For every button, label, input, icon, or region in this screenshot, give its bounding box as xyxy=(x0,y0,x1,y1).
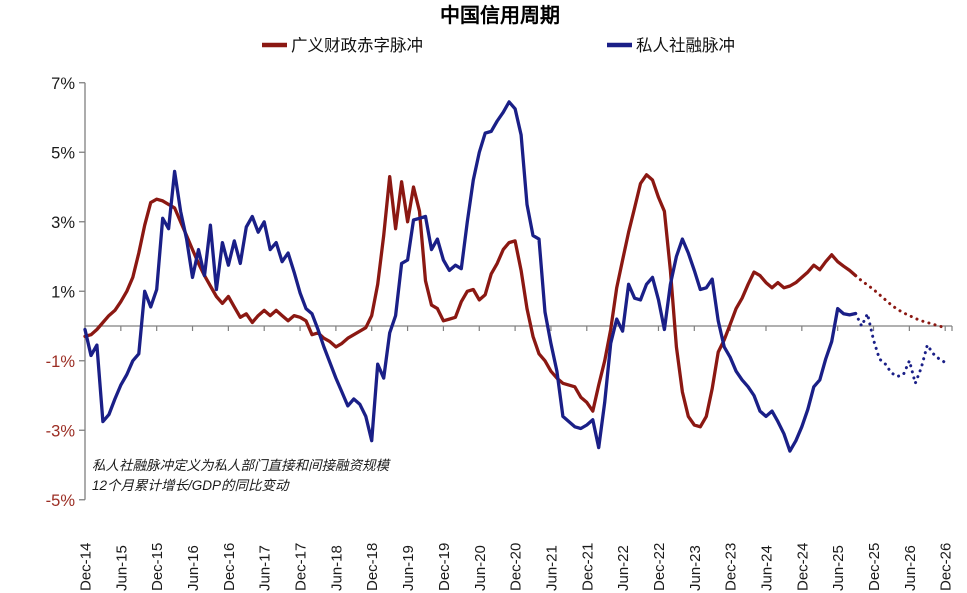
x-axis-tick-label: Jun-16 xyxy=(185,545,202,591)
series-layer xyxy=(83,100,947,453)
legend-label-fiscal: 广义财政赤字脉冲 xyxy=(291,36,423,55)
chart-footnote-line-2: 12个月累计增长/GDP的同比变动 xyxy=(92,478,290,493)
x-axis-tick-label: Jun-23 xyxy=(687,545,704,591)
series-line-private xyxy=(83,100,858,453)
x-axis-tick-label: Jun-15 xyxy=(113,545,130,591)
x-axis-tick-label: Dec-25 xyxy=(866,543,883,591)
x-axis-tick-label: Jun-21 xyxy=(543,545,560,591)
x-axis-tick-label: Dec-23 xyxy=(723,543,740,591)
chart-footnote-line-1: 私人社融脉冲定义为私人部门直接和间接融资规模 xyxy=(92,458,391,473)
x-axis-tick-label: Dec-26 xyxy=(938,543,955,591)
chart-legend: 广义财政赤字脉冲 私人社融脉冲 xyxy=(262,36,735,55)
legend-label-private: 私人社融脉冲 xyxy=(636,36,735,55)
x-axis-tick-label: Dec-20 xyxy=(508,543,525,591)
y-axis-tick-label: -5% xyxy=(46,492,76,510)
x-axis-tick-label: Jun-20 xyxy=(472,545,489,591)
x-axis-tick-label: Dec-24 xyxy=(794,543,811,591)
x-axis-tick-label: Dec-16 xyxy=(221,543,238,591)
x-axis-tick-label: Jun-24 xyxy=(758,545,775,591)
x-axis-tick-label: Dec-22 xyxy=(651,543,668,591)
y-axis-tick-label: 7% xyxy=(51,75,75,93)
y-axis-tick-label: 1% xyxy=(51,283,75,301)
x-axis-tick-label: Dec-17 xyxy=(293,543,310,591)
series-forecast-dotted-private xyxy=(854,312,947,385)
x-axis-tick-label: Dec-14 xyxy=(78,543,95,591)
x-axis-tick-label: Dec-15 xyxy=(149,543,166,591)
series-forecast-dotted-fiscal xyxy=(854,274,947,330)
x-axis-tick-label: Jun-22 xyxy=(615,545,632,591)
x-axis-tick-label: Jun-26 xyxy=(902,545,919,591)
labels-layer: 7% 5% 3% 1% -1% -3% -5% Dec-14 Jun-15 Dec-15 Jun-1… xyxy=(46,75,955,591)
y-axis-tick-label: 5% xyxy=(51,144,75,162)
x-axis-tick-label: Dec-19 xyxy=(436,543,453,591)
chart-title: 中国信用周期 xyxy=(440,3,560,27)
x-axis-tick-label: Jun-17 xyxy=(257,545,274,591)
y-axis-tick-label: -1% xyxy=(46,353,76,371)
x-axis-tick-label: Jun-25 xyxy=(830,545,847,591)
x-axis-tick-label: Dec-21 xyxy=(579,543,596,591)
series-line-fiscal xyxy=(83,173,858,429)
x-axis-tick-label: Jun-19 xyxy=(400,545,417,591)
y-axis-tick-label: -3% xyxy=(46,422,76,440)
axes-layer xyxy=(79,82,953,501)
x-axis-tick-label: Jun-18 xyxy=(328,545,345,591)
y-axis-tick-label: 3% xyxy=(51,214,75,232)
x-axis-tick-label: Dec-18 xyxy=(364,543,381,591)
